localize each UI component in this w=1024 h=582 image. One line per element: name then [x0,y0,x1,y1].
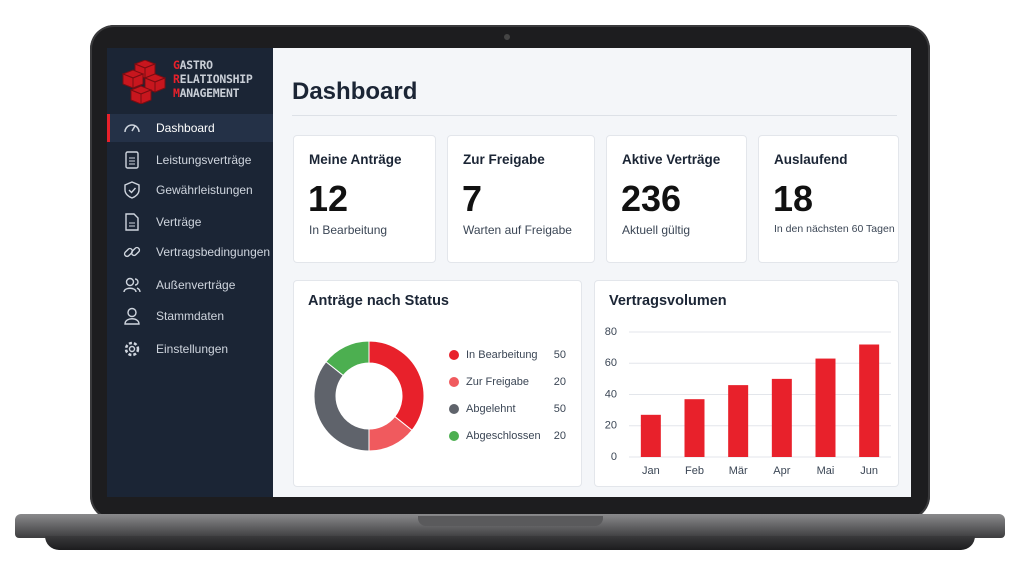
legend-dot [449,350,459,360]
donut-segment [368,340,425,431]
x-tick-label: Mär [729,465,748,477]
kpi-note: In den nächsten 60 Tagen [774,223,895,235]
x-tick-label: Jan [642,465,660,477]
icon [123,277,141,293]
divider [292,115,897,116]
bar [640,414,661,457]
kpi-card: Auslaufend 18 In den nächsten 60 Tagen [758,135,899,263]
nav-label: Stammdaten [156,309,225,323]
icon [125,213,139,231]
y-tick-label: 80 [605,326,617,338]
donut-chart: In Bearbeitung 50 Zur Freigabe 20 Abgelehnt 5… [313,340,566,452]
brand-line: GASTRO [173,58,213,72]
legend-value: 20 [554,430,566,442]
brand-line: MANAGEMENT [173,86,240,100]
nav-item[interactable]: Verträge [107,208,273,236]
nav-label: Verträge [156,215,202,229]
bar-card: Vertragsvolumen 0 20 40 60 80 Jan Feb Mär Apr Mai… [594,280,899,487]
nav-item[interactable]: Stammdaten [107,302,273,330]
icon [124,341,140,357]
kpi-value: 7 [462,178,483,219]
brand: GASTRO RELATIONSHIP MANAGEMENT [173,58,253,100]
kpi-note: In Bearbeitung [309,223,388,237]
screen: GASTRO RELATIONSHIP MANAGEMENT Dashboard… [107,48,911,497]
icon [123,246,141,258]
icon [125,151,139,169]
card-title: Anträge nach Status [308,293,449,309]
x-tick-label: Apr [773,465,790,477]
sidebar: GASTRO RELATIONSHIP MANAGEMENT Dashboard… [107,48,273,497]
camera [504,34,510,40]
icon [124,307,140,325]
kpi-note: Warten auf Freigabe [463,223,572,237]
legend-value: 50 [554,403,566,415]
donut-card: Anträge nach Status In Bearbeitung 50 Zur … [293,280,582,487]
laptop-notch [418,516,603,526]
bar-chart: 0 20 40 60 80 Jan Feb Mär Apr Mai Jun [605,326,891,477]
kpi-value: 12 [308,178,349,219]
laptop-base-bottom [45,536,975,550]
x-tick-label: Feb [685,465,704,477]
kpi-note: Aktuell gültig [622,223,691,237]
brand-line: RELATIONSHIP [173,72,253,86]
nav-item[interactable]: Außenverträge [107,271,273,299]
nav-label: Leistungsverträge [156,153,252,167]
y-tick-label: 20 [605,420,617,432]
y-tick-label: 0 [611,451,617,463]
kpi-card: Aktive Verträge 236 Aktuell gültig [606,135,747,263]
kpi-label: Zur Freigabe [463,152,545,167]
legend-label: In Bearbeitung [466,349,538,361]
nav-item[interactable]: Gewährleistungen [107,176,273,204]
x-tick-label: Mai [817,465,835,477]
nav-label: Gewährleistungen [156,183,253,197]
kpi-label: Auslaufend [774,152,848,167]
kpi-label: Aktive Verträge [622,152,721,167]
kpi-label: Meine Anträge [309,152,402,167]
bar [771,378,792,457]
nav-item[interactable]: Leistungsverträge [107,146,273,174]
legend-label: Zur Freigabe [466,376,529,388]
nav-item[interactable]: Einstellungen [107,335,273,363]
x-tick-label: Jun [860,465,878,477]
kpi-card: Zur Freigabe 7 Warten auf Freigabe [447,135,595,263]
legend-value: 50 [554,349,566,361]
y-tick-label: 60 [605,357,617,369]
page-title: Dashboard [292,78,418,105]
donut-segment [325,340,370,377]
legend-label: Abgeschlossen [466,430,541,442]
nav-label: Vertragsbedingungen [156,245,271,259]
nav-item[interactable]: Vertragsbedingungen [107,238,273,266]
legend-dot [449,404,459,414]
legend-value: 20 [554,376,566,388]
nav-label: Einstellungen [156,342,229,356]
bar [815,358,836,457]
bar [684,399,705,457]
icon [124,124,140,133]
legend-label: Abgelehnt [466,403,516,415]
kpi-card: Meine Anträge 12 In Bearbeitung [293,135,436,263]
legend-dot [449,377,459,387]
donut-segment [313,361,370,452]
bar [728,385,749,457]
kpi-value: 236 [621,178,682,219]
nav-label: Außenverträge [156,278,236,292]
icon [124,181,140,199]
nav-item[interactable]: Dashboard [107,114,273,142]
nav-label: Dashboard [156,121,215,135]
logo [121,60,167,104]
card-title: Vertragsvolumen [609,293,727,309]
bar [859,344,880,457]
kpi-value: 18 [773,178,814,219]
legend-dot [449,431,459,441]
y-tick-label: 40 [605,388,617,400]
